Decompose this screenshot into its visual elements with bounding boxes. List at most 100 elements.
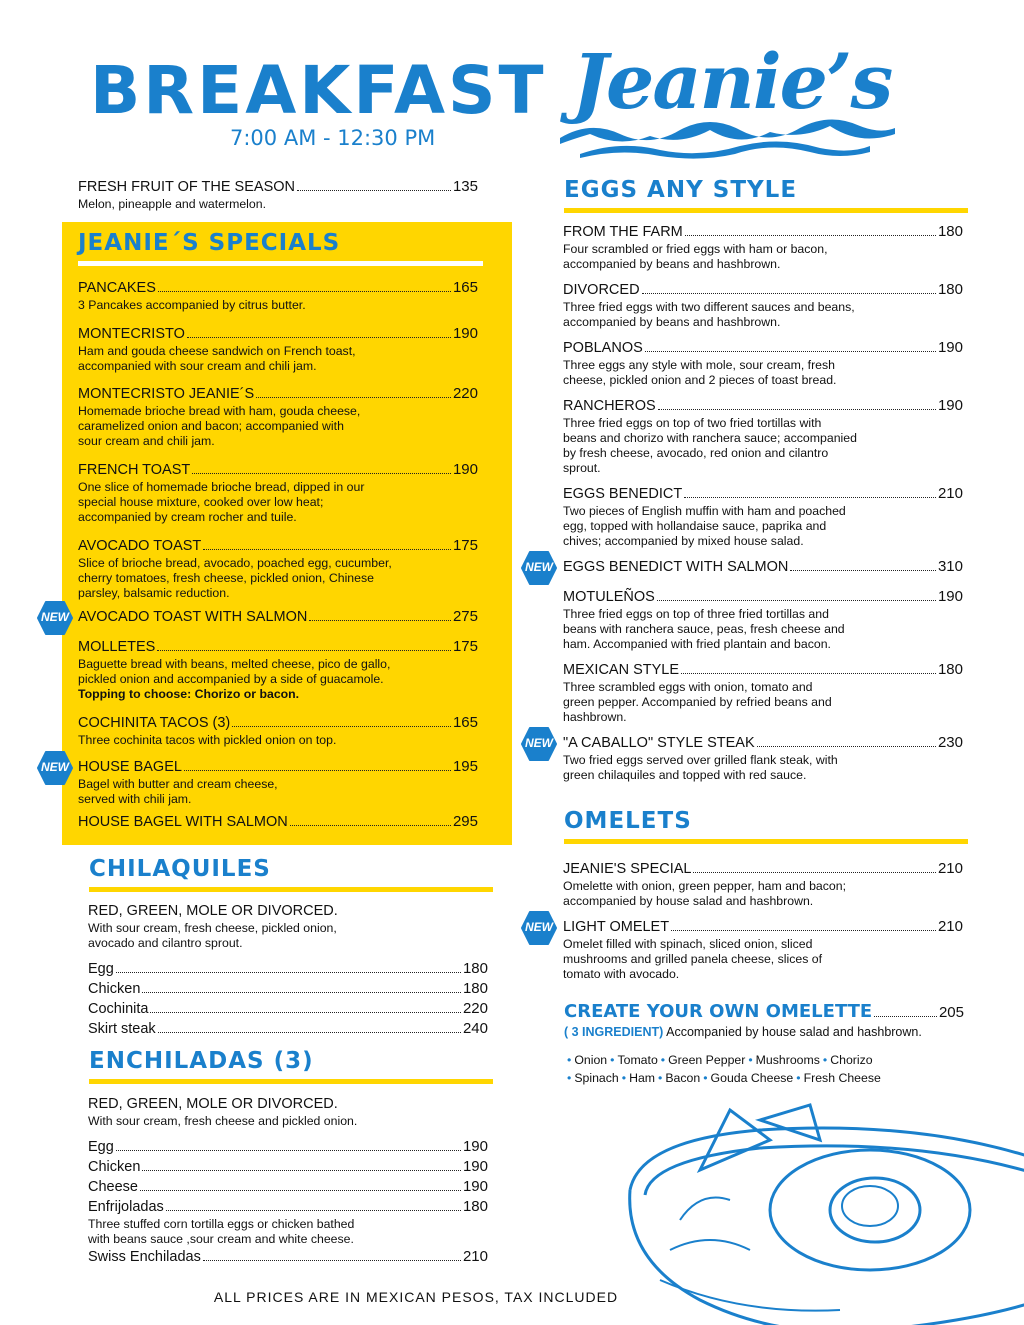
dot-leader [684, 497, 936, 498]
item-description: Slice of brioche bread, avocado, poached… [78, 556, 478, 601]
item-description: Bagel with butter and cream cheese, serve… [78, 777, 478, 807]
item-price: 175 [452, 638, 478, 655]
description-line: accompanied by cream rocher and tuile. [78, 510, 297, 524]
item-name: HOUSE BAGEL [78, 759, 182, 775]
menu-item-row: AVOCADO TOAST WITH SALMON 275 [78, 608, 478, 626]
chilaquiles-bowl-illustration [628, 1103, 1024, 1325]
specials-panel [62, 222, 512, 845]
item-name: FRENCH TOAST [78, 462, 191, 478]
item-description: With sour cream, fresh cheese, pickled o… [88, 921, 488, 951]
item-description: One slice of homemade brioche bread, dip… [78, 480, 478, 525]
description-line: cheese, pickled onion and 2 pieces of to… [563, 373, 837, 387]
item-name: Chicken [88, 1159, 141, 1175]
dot-leader [203, 549, 451, 550]
menu-item: Chicken 190 [88, 1158, 488, 1176]
menu-item: HOUSE BAGEL WITH SALMON 295 [78, 813, 478, 831]
ingredient: Green Pepper [668, 1053, 746, 1067]
menu-item: RED, GREEN, MOLE OR DIVORCED. With sour c… [88, 1096, 488, 1129]
description-line: accompanied by beans and hashbrown. [563, 257, 781, 271]
dot-leader [671, 930, 936, 931]
description-line: Melon, pineapple and watermelon. [78, 197, 266, 211]
menu-item-row: LIGHT OMELET 210 [563, 918, 963, 936]
description-line: with beans sauce ,sour cream and white c… [88, 1232, 354, 1246]
description-line: hashbrown. [563, 710, 627, 724]
description-line: Three scrambled eggs with onion, tomato … [563, 680, 813, 694]
item-name: Swiss Enchiladas [88, 1249, 201, 1265]
menu-item: EGGS BENEDICT WITH SALMON 310 [563, 558, 963, 576]
menu-item-row: EGGS BENEDICT WITH SALMON 310 [563, 558, 963, 576]
item-price: 210 [937, 485, 963, 502]
description-line: Four scrambled or fried eggs with ham or… [563, 242, 828, 256]
menu-item-row: MEXICAN STYLE 180 [563, 661, 963, 679]
description-line: Omelet filled with spinach, sliced onion… [563, 937, 813, 951]
description-line: Three eggs any style with mole, sour cre… [563, 358, 836, 372]
menu-item: MOLLETES 175 Baguette bread with beans, me… [78, 638, 478, 702]
description-line: Three stuffed corn tortilla eggs or chic… [88, 1217, 355, 1231]
item-price: 190 [937, 397, 963, 414]
description-line: caramelized onion and bacon; accompanied… [78, 419, 344, 433]
bullet-dot: • [610, 1053, 615, 1067]
description-line: sprout. [563, 461, 601, 475]
menu-item-row: Skirt steak 240 [88, 1020, 488, 1038]
menu-item: HOUSE BAGEL 195 Bagel with butter and crea… [78, 758, 478, 807]
menu-item-row: Cheese 190 [88, 1178, 488, 1196]
description-line: ham. Accompanied with fried plantain and… [563, 637, 831, 651]
description-line: tomato with avocado. [563, 967, 680, 981]
item-description: Omelet filled with spinach, sliced onion… [563, 937, 963, 982]
item-name: AVOCADO TOAST [78, 538, 202, 554]
description-line: Homemade brioche bread with ham, gouda c… [78, 404, 361, 418]
item-description: Three cochinita tacos with pickled onion… [78, 733, 478, 748]
description-line: chives; accompanied by mixed house salad… [563, 534, 804, 548]
ingredient-list: • Onion • Tomato • Green Pepper • Mushrooms • Cho… [564, 1053, 873, 1067]
item-price: 210 [937, 918, 963, 935]
item-description: Omelette with onion, green pepper, ham a… [563, 879, 963, 909]
item-description: Four scrambled or fried eggs with ham or… [563, 242, 963, 272]
page-title: BREAKFAST [90, 52, 547, 129]
menu-item-row: RED, GREEN, MOLE OR DIVORCED. [88, 1096, 488, 1113]
menu-item: MONTECRISTO JEANIE´S 220 Homemade brioche … [78, 385, 478, 449]
menu-item: "A CABALLO" STYLE STEAK 230 Two fried eggs… [563, 734, 963, 783]
topping-note: Topping to choose: Chorizo or bacon. [78, 687, 300, 701]
dot-leader [192, 473, 451, 474]
menu-item: MONTECRISTO 190 Ham and gouda cheese sandw… [78, 325, 478, 374]
dot-leader [115, 1150, 461, 1151]
description-line: Baguette bread with beans, melted cheese… [78, 657, 391, 671]
item-name: Cochinita [88, 1001, 149, 1017]
new-badge: NEW [521, 911, 557, 945]
menu-item-row: Swiss Enchiladas 210 [88, 1248, 488, 1266]
item-name: EGGS BENEDICT [563, 486, 683, 502]
item-price: 190 [937, 339, 963, 356]
create-omelette-title: CREATE YOUR OWN OMELETTE [564, 1001, 873, 1022]
item-price: 195 [452, 758, 478, 775]
description-line: special house mixture, cooked over low h… [78, 495, 324, 509]
item-price: 175 [452, 537, 478, 554]
dot-leader [684, 235, 936, 236]
menu-item-row: FRESH FRUIT OF THE SEASON 135 [78, 178, 478, 196]
menu-item-row: Enfrijoladas 180 [88, 1198, 488, 1216]
item-name: COCHINITA TACOS (3) [78, 715, 231, 731]
menu-item: DIVORCED 180 Three fried eggs with two dif… [563, 281, 963, 330]
bullet-dot: • [567, 1071, 572, 1085]
item-price: 220 [462, 1000, 488, 1017]
menu-item: RANCHEROS 190 Three fried eggs on top of t… [563, 397, 963, 476]
dot-leader [289, 825, 451, 826]
new-badge: NEW [37, 601, 73, 635]
menu-item: Cheese 190 [88, 1178, 488, 1196]
item-name: HOUSE BAGEL WITH SALMON [78, 814, 288, 830]
description-line: 3 Pancakes accompanied by citrus butter. [78, 298, 306, 312]
menu-item-row: Chicken 180 [88, 980, 488, 998]
item-price: 190 [462, 1158, 488, 1175]
dot-leader [297, 190, 451, 191]
menu-item: MEXICAN STYLE 180 Three scrambled eggs wit… [563, 661, 963, 725]
menu-item-row: FROM THE FARM 180 [563, 223, 963, 241]
ingredient: Spinach [574, 1071, 619, 1085]
description-line: One slice of homemade brioche bread, dip… [78, 480, 365, 494]
dot-leader [790, 570, 936, 571]
section-heading: ENCHILADAS (3) [89, 1048, 314, 1074]
item-price: 180 [462, 980, 488, 997]
jeanies-logo: Jeanie’s [560, 37, 895, 159]
menu-item-row: RANCHEROS 190 [563, 397, 963, 415]
section-divider [78, 261, 483, 266]
menu-item-row: AVOCADO TOAST 175 [78, 537, 478, 555]
